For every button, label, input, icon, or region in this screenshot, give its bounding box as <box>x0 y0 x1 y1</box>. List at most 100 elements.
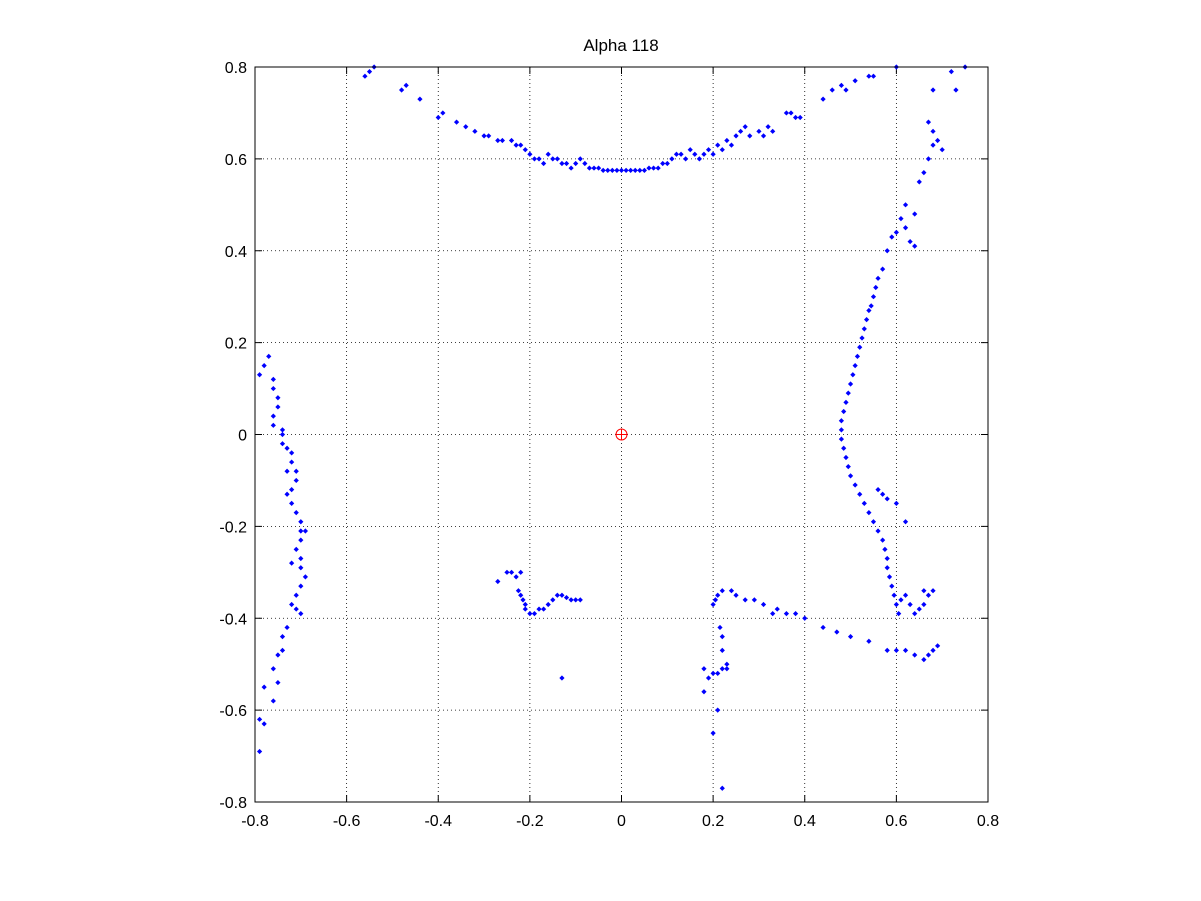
scatter-point <box>916 606 922 612</box>
scatter-point <box>886 574 893 580</box>
scatter-point <box>843 87 849 93</box>
scatter-point <box>712 597 719 603</box>
scatter-point <box>863 317 870 323</box>
scatter-point <box>261 684 267 690</box>
x-tick-label: 0.4 <box>794 813 816 830</box>
scatter-point <box>733 592 739 598</box>
scatter-point <box>275 679 281 686</box>
scatter-point <box>717 624 723 631</box>
scatter-point <box>403 82 409 88</box>
scatter-point <box>289 450 295 456</box>
scatter-point <box>792 114 799 121</box>
scatter-point <box>591 165 597 171</box>
scatter-point <box>256 748 263 755</box>
scatter-point <box>655 165 661 171</box>
scatter-point <box>559 160 565 167</box>
scatter-point <box>563 594 570 601</box>
scatter-point <box>632 167 638 173</box>
scatter-point <box>857 344 863 350</box>
scatter-point <box>715 592 721 598</box>
scatter-point <box>829 87 835 93</box>
scatter-point <box>696 156 702 162</box>
y-tick-label: 0 <box>238 428 247 445</box>
scatter-point <box>925 652 932 658</box>
scatter-point <box>275 652 281 658</box>
scatter-point <box>841 445 847 451</box>
scatter-point <box>554 156 560 162</box>
scatter-point <box>838 427 844 433</box>
scatter-point <box>531 611 538 617</box>
scatter-point <box>600 167 606 173</box>
scatter-point <box>486 133 492 139</box>
scatter-point <box>715 670 721 676</box>
scatter-point <box>710 730 716 736</box>
scatter-point <box>518 592 524 598</box>
scatter-point <box>884 248 890 254</box>
scatter-point <box>820 96 826 102</box>
scatter-point <box>293 606 299 612</box>
scatter-point <box>912 211 918 217</box>
scatter-point <box>284 491 290 497</box>
scatter-point <box>284 445 290 451</box>
scatter-point <box>884 555 890 562</box>
scatter-point <box>953 87 959 93</box>
y-axis-tick-labels: 0.8 0.6 0.4 0.2 0 -0.2 -0.4 -0.6 -0.8 <box>219 60 247 812</box>
x-tick-label: 0.6 <box>885 813 907 830</box>
scatter-point <box>678 151 684 157</box>
scatter-point <box>298 583 304 589</box>
scatter-point <box>875 275 881 281</box>
scatter-point <box>728 588 735 594</box>
scatter-point <box>513 142 519 148</box>
chart-title: Alpha 118 <box>583 36 658 55</box>
scatter-point <box>875 528 881 534</box>
scatter-point <box>742 597 748 603</box>
scatter-point <box>289 487 295 493</box>
scatter-point <box>705 675 712 681</box>
scatter-point <box>577 597 583 603</box>
scatter-point <box>637 167 643 173</box>
scatter-point <box>902 202 909 208</box>
scatter-point <box>520 597 526 603</box>
scatter-point <box>921 170 927 176</box>
y-tick-label: 0.2 <box>225 336 247 353</box>
scatter-point <box>293 509 299 516</box>
scatter-point <box>724 661 730 667</box>
scatter-point <box>715 142 721 148</box>
scatter-point <box>843 399 849 405</box>
scatter-point <box>756 128 762 134</box>
scatter-point <box>573 160 579 167</box>
scatter-point <box>797 114 803 121</box>
scatter-point <box>875 487 881 493</box>
y-tick-label: -0.2 <box>219 519 247 536</box>
scatter-point <box>847 634 854 640</box>
scatter-point <box>893 601 899 608</box>
scatter-point <box>719 647 725 654</box>
grid-lines <box>255 67 988 802</box>
scatter-point <box>728 142 735 148</box>
scatter-point <box>495 578 501 585</box>
scatter-point <box>925 592 932 598</box>
scatter-point <box>545 601 551 608</box>
scatter-point <box>852 78 858 84</box>
scatter-point <box>719 785 725 791</box>
scatter-point <box>522 601 528 608</box>
scatter-point <box>536 606 542 612</box>
scatter-point <box>568 165 574 171</box>
scatter-point <box>568 597 574 603</box>
scatter-point <box>884 565 890 571</box>
scatter-point <box>921 588 927 594</box>
x-tick-label: -0.4 <box>424 813 452 830</box>
scatter-point <box>724 137 730 144</box>
scatter-point <box>861 326 867 332</box>
scatter-point <box>472 128 478 134</box>
scatter-point <box>857 491 863 497</box>
scatter-point <box>930 142 936 148</box>
scatter-point <box>847 381 854 387</box>
scatter-point <box>628 167 634 173</box>
scatter-point <box>298 528 304 534</box>
scatter-point <box>284 624 290 631</box>
scatter-point <box>893 229 899 235</box>
scatter-point <box>435 114 441 121</box>
scatter-point <box>902 519 909 525</box>
scatter-point <box>884 496 890 502</box>
